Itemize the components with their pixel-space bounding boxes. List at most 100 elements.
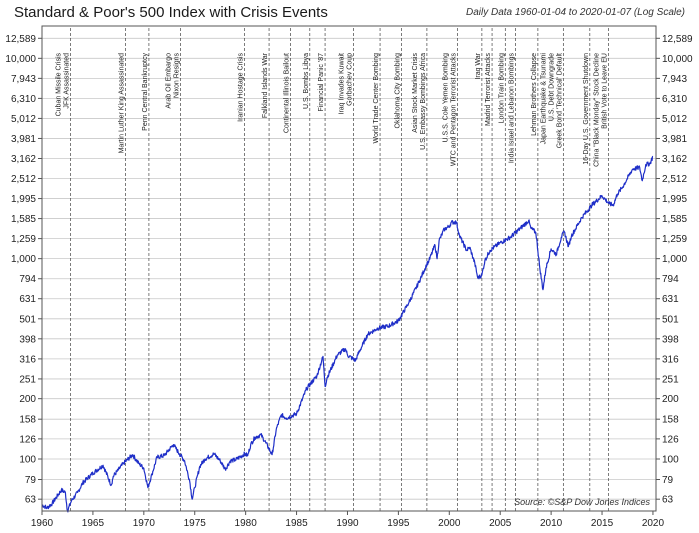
y-tick-label-right: 3,981: [662, 134, 687, 145]
x-tick-label: 1990: [336, 518, 359, 529]
event-label: Iraq War: [475, 52, 482, 79]
event-label: Oklahoma City Bombing: [394, 53, 401, 129]
x-tick-label: 1975: [184, 518, 207, 529]
y-tick-label-right: 7,943: [662, 74, 687, 85]
y-axis-left: 12,589 10,000 7,943 6,310 5,012 3,981 3,162 2,5…: [5, 34, 42, 506]
event-label: World Trade Center Bombing: [373, 53, 380, 144]
event-label: U.S. Debt Downgrade: [548, 53, 555, 121]
event-label: British Vote to Leave EU: [602, 53, 609, 129]
y-tick-label-left: 398: [19, 334, 36, 345]
event-label: Falkland Islands War: [262, 52, 269, 118]
y-tick-label-right: 63: [662, 495, 674, 506]
event-label: JFK Assassinated: [64, 53, 71, 109]
y-tick-label-right: 3,162: [662, 154, 687, 165]
y-tick-label-left: 1,585: [11, 214, 36, 225]
y-tick-label-left: 316: [19, 354, 36, 365]
y-tick-label-right: 158: [662, 415, 679, 426]
y-tick-label-right: 10,000: [662, 54, 693, 65]
y-tick-label-left: 10,000: [5, 54, 36, 65]
event-label: Madrid Terrorist Attacks: [485, 53, 492, 127]
x-tick-label: 1985: [285, 518, 308, 529]
y-tick-label-right: 1,995: [662, 194, 687, 205]
x-tick-label: 1965: [82, 518, 105, 529]
event-label: U.S.S. Cole Yemen Bombing: [442, 53, 449, 143]
y-tick-label-right: 1,259: [662, 234, 687, 245]
grid-lines: [42, 37, 656, 500]
event-label: Japan Earthquake & Tsunami: [540, 53, 547, 145]
event-label: Iraq Invades Kuwait: [339, 53, 346, 115]
y-tick-label-right: 100: [662, 454, 679, 465]
y-tick-label-right: 126: [662, 434, 679, 445]
x-tick-label: 1960: [31, 518, 54, 529]
x-tick-label: 2015: [591, 518, 614, 529]
chart-title: Standard & Poor's 500 Index with Crisis …: [14, 4, 328, 21]
y-tick-label-right: 631: [662, 294, 679, 305]
y-tick-label-right: 200: [662, 394, 679, 405]
y-tick-label-right: 79: [662, 475, 674, 486]
event-label: Lehman Brothers Collapse: [531, 53, 538, 136]
event-markers: Cuban Missile Crisis JFK Assassinated Mart…: [56, 28, 610, 511]
y-tick-label-right: 501: [662, 314, 679, 325]
y-tick-label-left: 631: [19, 294, 36, 305]
event-label: Gorbachev Coup: [347, 53, 354, 106]
y-axis-right: 12,589 10,000 7,943 6,310 5,012 3,981 3,162 2,5…: [656, 34, 693, 506]
event-label: 16-Day U.S. Government Shutdown: [583, 53, 590, 165]
y-tick-label-left: 200: [19, 394, 36, 405]
y-tick-label-left: 794: [19, 274, 36, 285]
y-tick-label-right: 251: [662, 374, 679, 385]
event-label: Penn Central Bankruptcy: [142, 53, 149, 131]
y-tick-label-left: 251: [19, 374, 36, 385]
y-tick-label-left: 6,310: [11, 94, 36, 105]
source-note: Source: ©S&P Dow Jones Indices: [514, 497, 650, 507]
y-tick-label-right: 6,310: [662, 94, 687, 105]
x-tick-label: 1980: [235, 518, 258, 529]
event-label: London Train Bombing: [498, 53, 505, 124]
y-tick-label-left: 3,981: [11, 134, 36, 145]
event-label: China "Black Monday" Stock Decline: [594, 53, 601, 167]
event-label: Iranian Hostage Crisis: [238, 53, 245, 122]
x-tick-label: 2000: [438, 518, 461, 529]
event-label: Arab Oil Embargo: [165, 53, 172, 109]
y-tick-label-right: 316: [662, 354, 679, 365]
x-tick-label: 1995: [387, 518, 410, 529]
event-label: U.S. Embassy Bombings Africa: [420, 53, 427, 150]
y-tick-label-left: 126: [19, 434, 36, 445]
event-label: Martin Luther King Assassinated: [118, 53, 125, 153]
y-tick-label-right: 794: [662, 274, 679, 285]
y-tick-label-right: 5,012: [662, 114, 687, 125]
event-label: WTC and Pentagon Terrorist Attacks: [450, 53, 457, 167]
y-tick-label-left: 158: [19, 415, 36, 426]
event-label: Asian Stock Market Crisis: [412, 53, 419, 133]
y-tick-label-left: 2,512: [11, 174, 36, 185]
y-tick-label-left: 501: [19, 314, 36, 325]
y-tick-label-left: 63: [25, 495, 37, 506]
event-label: Greek Bond 'Technical' Default: [556, 53, 563, 148]
y-tick-label-right: 398: [662, 334, 679, 345]
x-tick-label: 1970: [133, 518, 156, 529]
y-tick-label-right: 2,512: [662, 174, 687, 185]
y-tick-label-left: 7,943: [11, 74, 36, 85]
event-label: Cuban Missile Crisis: [56, 53, 63, 117]
event-label: India Israel and Lebanon Bombings: [508, 53, 515, 164]
y-tick-label-left: 12,589: [5, 34, 36, 45]
event-label: Financial Panic '87: [318, 53, 325, 112]
y-tick-label-left: 79: [25, 475, 37, 486]
y-tick-label-left: 1,995: [11, 194, 36, 205]
y-tick-label-left: 1,259: [11, 234, 36, 245]
event-label: Continental Illinois Bailout: [283, 53, 290, 133]
y-tick-label-right: 1,000: [662, 254, 687, 265]
x-axis: 1960 1965 1970 1975 1980 1985 1990 1995 2000 2005…: [31, 511, 665, 529]
y-tick-label-left: 5,012: [11, 114, 36, 125]
y-tick-label-right: 1,585: [662, 214, 687, 225]
chart-subtitle: Daily Data 1960-01-04 to 2020-01-07 (Log…: [465, 7, 685, 18]
y-tick-label-left: 3,162: [11, 154, 36, 165]
y-tick-label-right: 12,589: [662, 34, 693, 45]
event-label: U.S. Bombs Libya: [303, 53, 310, 109]
y-tick-label-left: 100: [19, 454, 36, 465]
series-line: [41, 155, 654, 513]
series-layer: [41, 155, 654, 513]
x-tick-label: 2010: [540, 518, 563, 529]
event-label: Nixon Resigns: [173, 53, 180, 99]
plot-frame: [41, 25, 657, 512]
